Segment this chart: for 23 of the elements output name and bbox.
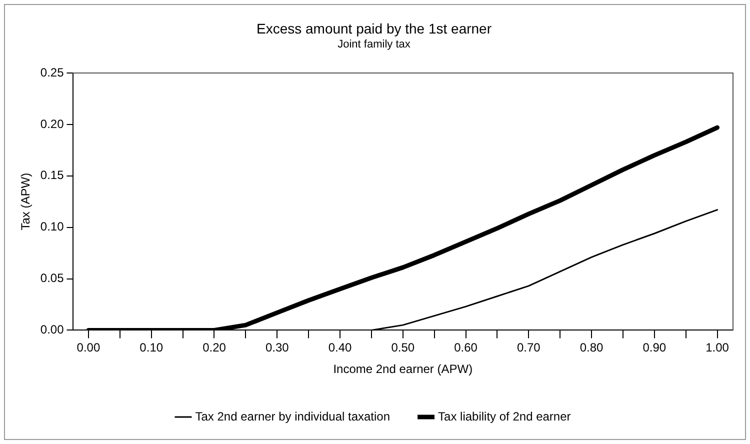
x-tick-label: 0.30 — [265, 340, 290, 355]
legend-label: Tax 2nd earner by individual taxation — [195, 409, 390, 424]
x-tick-label: 0.60 — [454, 340, 478, 355]
x-tick-label: 0.10 — [140, 340, 164, 355]
y-tick-label: 0.20 — [40, 116, 64, 131]
y-tick-label: 0.05 — [40, 271, 64, 286]
x-tick-label: 1.00 — [706, 340, 730, 355]
y-tick-label: 0.00 — [40, 322, 64, 337]
y-tick-label: 0.15 — [40, 168, 64, 182]
x-tick-label: 0.00 — [76, 340, 100, 355]
x-tick-label: 0.40 — [328, 340, 352, 355]
chart-title: Excess amount paid by the 1st earner — [256, 20, 492, 36]
chart-subtitle: Joint family tax — [338, 38, 411, 50]
x-tick-label: 0.80 — [580, 340, 604, 355]
legend-label: Tax liability of 2nd earner — [438, 409, 571, 424]
x-axis-title: Income 2nd earner (APW) — [333, 362, 473, 376]
y-tick-label: 0.25 — [40, 65, 64, 80]
x-tick-label: 0.20 — [202, 340, 226, 355]
x-tick-label: 0.90 — [642, 340, 666, 355]
y-axis-title: Tax (APW) — [18, 172, 33, 230]
y-tick-label: 0.10 — [40, 220, 64, 234]
x-tick-label: 0.70 — [516, 340, 541, 355]
x-tick-label: 0.50 — [391, 340, 415, 355]
